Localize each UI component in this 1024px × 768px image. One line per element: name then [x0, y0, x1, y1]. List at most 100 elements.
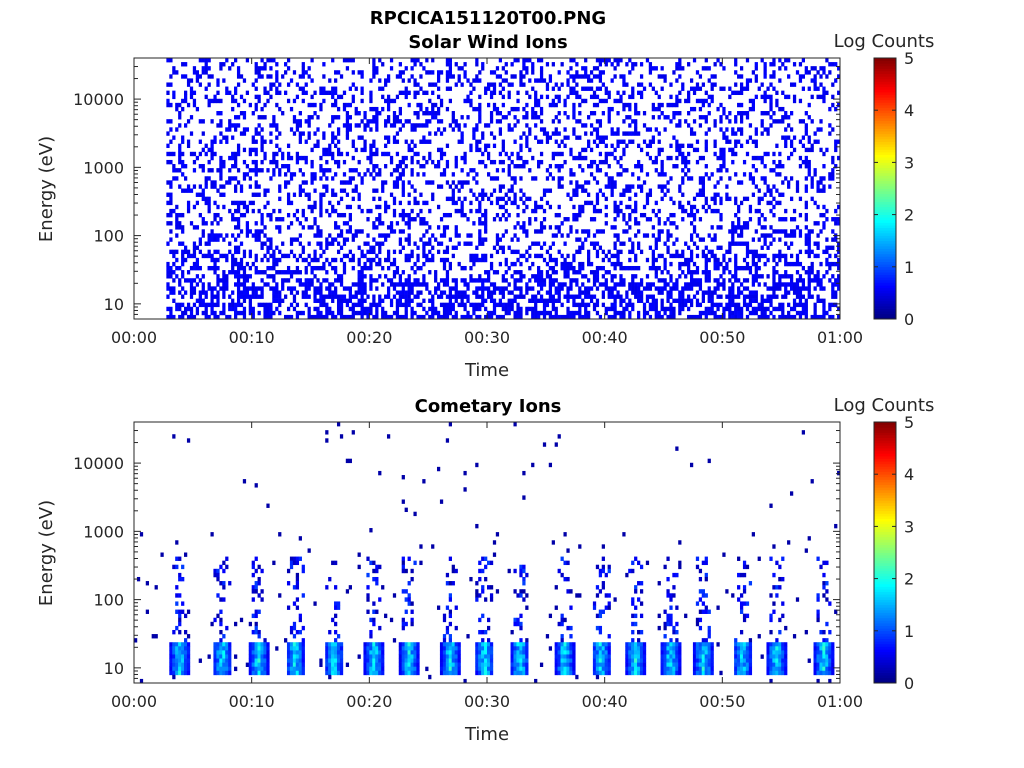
heatmap-cell [487, 143, 491, 149]
heatmap-cell [595, 192, 600, 197]
heatmap-cell [236, 225, 241, 230]
heatmap-cell [598, 314, 603, 320]
heatmap-cell [331, 257, 335, 263]
heatmap-cell [760, 274, 764, 279]
heatmap-cell [704, 278, 708, 283]
heatmap-cell [725, 115, 729, 120]
heatmap-cell [481, 278, 485, 283]
heatmap-cell [381, 306, 385, 312]
heatmap-cell [475, 208, 479, 214]
heatmap-cell [522, 74, 526, 79]
heatmap-cell [634, 217, 638, 222]
heatmap-cell [251, 286, 255, 291]
heatmap-cell [501, 233, 505, 238]
heatmap-cell [269, 212, 273, 218]
heatmap-cell [278, 184, 282, 189]
heatmap-cell [692, 314, 697, 320]
heatmap-cell [813, 314, 817, 320]
heatmap-cell [616, 253, 620, 259]
heatmap-cell [234, 249, 238, 255]
heatmap-cell [207, 241, 211, 246]
heatmap-cell [204, 314, 208, 320]
heatmap-cell [563, 270, 567, 275]
heatmap-cell [366, 249, 370, 255]
heatmap-cell [734, 82, 738, 87]
heatmap-cell [184, 310, 188, 316]
heatmap-cell [245, 261, 250, 267]
heatmap-cell [825, 147, 829, 153]
heatmap-cell [557, 180, 561, 185]
heatmap-cell [572, 74, 576, 79]
heatmap-cell [304, 70, 308, 75]
heatmap-cell [201, 188, 205, 193]
heatmap-cell [345, 66, 350, 71]
heatmap-cell [404, 237, 408, 242]
heatmap-cell [769, 98, 773, 104]
heatmap-cell [325, 90, 329, 96]
heatmap-cell [554, 290, 558, 295]
heatmap-cell [813, 74, 817, 79]
heatmap-cell [689, 274, 694, 279]
heatmap-cell [557, 286, 561, 291]
heatmap-cell [207, 237, 211, 242]
heatmap-cell [478, 306, 482, 312]
heatmap-cell [804, 111, 808, 116]
heatmap-cell [769, 310, 773, 316]
heatmap-cell [828, 176, 832, 181]
heatmap-cell [448, 290, 452, 295]
heatmap-cell [254, 184, 258, 189]
heatmap-cell [701, 294, 705, 299]
heatmap-cell [266, 257, 270, 263]
heatmap-cell [654, 265, 658, 271]
heatmap-cell [445, 86, 450, 91]
heatmap-cell [681, 143, 685, 149]
heatmap-cell [286, 225, 291, 230]
heatmap-cell [331, 135, 335, 140]
heatmap-cell [534, 111, 538, 116]
heatmap-cell [216, 249, 220, 255]
heatmap-cell [798, 302, 803, 308]
heatmap-cell [310, 115, 314, 120]
heatmap-cell [372, 143, 376, 149]
heatmap-cell [289, 274, 294, 279]
heatmap-cell [504, 261, 508, 267]
heatmap-cell [678, 294, 682, 299]
heatmap-cell [292, 212, 297, 218]
heatmap-cell [704, 257, 708, 263]
heatmap-cell [669, 302, 673, 308]
heatmap-cell [628, 314, 632, 320]
heatmap-cell [584, 58, 588, 63]
heatmap-cell [189, 314, 194, 320]
heatmap-cell [401, 290, 405, 295]
heatmap-cell [598, 188, 603, 193]
heatmap-cell [822, 221, 826, 226]
heatmap-cell [322, 86, 326, 91]
heatmap-cell [266, 265, 270, 271]
heatmap-cell [639, 94, 644, 100]
heatmap-cell [472, 131, 476, 136]
heatmap-cell [481, 66, 485, 71]
heatmap-cell [210, 233, 214, 238]
heatmap-cell [439, 294, 444, 299]
heatmap-cell [304, 82, 308, 87]
heatmap-cell [745, 306, 750, 312]
heatmap-cell [542, 241, 547, 246]
heatmap-cell [572, 212, 576, 218]
heatmap-cell [422, 135, 426, 140]
heatmap-cell [410, 74, 414, 79]
heatmap-cell [542, 192, 547, 197]
heatmap-cell [260, 58, 264, 63]
heatmap-cell [460, 168, 464, 173]
heatmap-cell [537, 253, 541, 259]
heatmap-cell [184, 62, 188, 67]
heatmap-cell [263, 66, 267, 71]
heatmap-cell [831, 62, 835, 67]
heatmap-cell [348, 290, 352, 295]
heatmap-cell [631, 286, 635, 291]
heatmap-cell [360, 249, 364, 255]
heatmap-cell [542, 131, 547, 136]
heatmap-cell [651, 66, 655, 71]
heatmap-cell [463, 265, 467, 271]
heatmap-cell [228, 127, 232, 132]
heatmap-cell [613, 58, 617, 63]
